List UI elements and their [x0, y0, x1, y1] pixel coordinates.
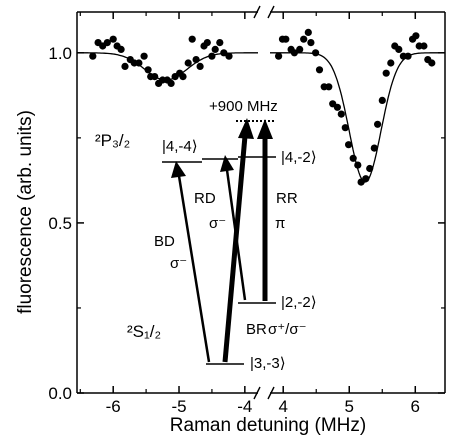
label-bd-pol: σ⁻ — [170, 255, 187, 272]
data-point — [275, 52, 283, 60]
label-rr-pol: π — [275, 215, 285, 232]
data-point — [103, 39, 111, 47]
data-point — [208, 52, 216, 60]
data-point — [121, 62, 129, 70]
x-tick-label: -6 — [106, 397, 121, 416]
data-point — [312, 49, 320, 57]
data-point — [192, 56, 200, 64]
data-point — [337, 110, 345, 118]
data-point — [282, 35, 290, 43]
data-point — [404, 52, 412, 60]
data-point — [179, 73, 187, 81]
data-point — [395, 45, 403, 54]
data-point — [315, 66, 324, 74]
label-offset: +900 MHz — [209, 98, 278, 115]
data-point — [307, 39, 315, 47]
label-lower-manifold: ²S₁/₂ — [127, 322, 161, 341]
label-br-pol: σ⁺/σ⁻ — [268, 321, 307, 338]
data-point — [349, 154, 357, 162]
energy-level-diagram: ²P₃/₂ ²S₁/₂ +900 MHz |4,-4⟩ |4,-2⟩ |2,-2… — [95, 98, 317, 372]
y-tick-label: 1.0 — [48, 44, 72, 63]
label-state-4-2: |4,-2⟩ — [281, 149, 317, 166]
data-point — [354, 161, 362, 169]
data-point — [144, 66, 152, 74]
data-point — [196, 62, 204, 70]
plot-frame: 0.0 0.5 1.0 -6 -5 -4 4 5 6 — [48, 5, 446, 416]
data-point — [89, 52, 97, 60]
data-point — [296, 45, 304, 54]
data-point — [370, 144, 378, 152]
arrow-rd-head — [220, 155, 234, 172]
data-point — [366, 164, 374, 173]
axis-break-mark — [253, 5, 261, 19]
y-tick-label: 0.5 — [48, 214, 72, 233]
data-point — [378, 96, 386, 104]
data-point — [220, 49, 228, 57]
data-point — [374, 120, 382, 128]
data-point — [325, 83, 333, 91]
data-point — [345, 141, 353, 149]
data-point — [117, 45, 125, 54]
data-point — [300, 35, 308, 43]
axis-break-mark — [253, 386, 261, 400]
axis-break-mark — [267, 5, 275, 19]
arrow-br-head — [238, 118, 254, 139]
x-tick-label: -4 — [237, 397, 252, 416]
data-layer — [77, 28, 445, 186]
y-tick-label: 0.0 — [48, 384, 72, 403]
label-rr: RR — [276, 190, 298, 207]
data-point — [382, 69, 390, 77]
data-point — [225, 52, 233, 60]
label-state-4-4: |4,-4⟩ — [162, 138, 198, 155]
data-point — [428, 59, 436, 67]
data-point — [188, 35, 196, 43]
data-point — [290, 49, 298, 57]
data-point — [412, 32, 420, 40]
x-tick-label: 4 — [278, 397, 287, 416]
label-state-3-3: |3,-3⟩ — [250, 355, 286, 372]
data-point — [151, 73, 159, 81]
x-tick-label: 5 — [345, 397, 354, 416]
data-point — [167, 79, 175, 87]
data-point — [140, 52, 148, 60]
data-point — [216, 39, 224, 47]
label-rd: RD — [194, 190, 216, 207]
data-point — [211, 45, 219, 54]
label-rd-pol: σ⁻ — [209, 215, 226, 232]
arrow-bd-head — [171, 161, 186, 178]
arrow-bd — [177, 175, 211, 363]
data-point — [304, 28, 312, 36]
data-point — [341, 124, 349, 132]
data-point — [184, 59, 192, 67]
arrow-br — [222, 135, 248, 363]
arrow-rr-head — [257, 119, 273, 139]
label-upper-manifold: ²P₃/₂ — [95, 131, 130, 150]
x-axis-title: Raman detuning (MHz) — [170, 415, 366, 436]
data-point — [362, 175, 370, 183]
x-tick-label: -5 — [171, 397, 186, 416]
label-state-2-2: |2,-2⟩ — [281, 294, 317, 311]
axis-break-mark — [267, 386, 275, 400]
data-point — [135, 59, 143, 67]
x-tick-label: 6 — [411, 397, 420, 416]
data-point — [333, 103, 341, 111]
label-br: BR — [246, 321, 267, 338]
y-axis-title: fluorescence (arb. units) — [15, 110, 36, 314]
data-point — [387, 59, 395, 67]
data-point — [203, 39, 211, 47]
data-point — [109, 35, 117, 43]
label-bd: BD — [154, 233, 175, 250]
data-point — [420, 42, 428, 50]
